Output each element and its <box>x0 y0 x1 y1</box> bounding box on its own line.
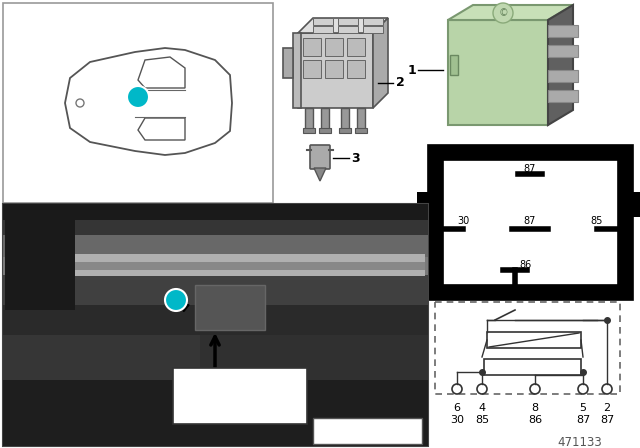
Text: 86: 86 <box>519 260 531 270</box>
Text: 3: 3 <box>351 151 359 164</box>
FancyBboxPatch shape <box>484 359 581 375</box>
FancyBboxPatch shape <box>3 204 428 239</box>
FancyBboxPatch shape <box>355 128 367 133</box>
Text: 4: 4 <box>479 403 486 413</box>
FancyBboxPatch shape <box>435 152 625 292</box>
FancyBboxPatch shape <box>487 332 581 348</box>
FancyBboxPatch shape <box>548 70 578 82</box>
FancyBboxPatch shape <box>341 108 349 130</box>
FancyBboxPatch shape <box>435 302 620 394</box>
FancyBboxPatch shape <box>321 108 329 130</box>
Circle shape <box>165 289 187 311</box>
FancyBboxPatch shape <box>173 368 307 424</box>
Text: 30: 30 <box>457 216 469 226</box>
Polygon shape <box>373 18 388 108</box>
Circle shape <box>127 86 149 108</box>
Text: X6324: X6324 <box>212 400 268 414</box>
FancyBboxPatch shape <box>5 205 75 310</box>
FancyBboxPatch shape <box>338 18 358 25</box>
FancyBboxPatch shape <box>313 418 422 444</box>
FancyBboxPatch shape <box>548 25 578 37</box>
FancyBboxPatch shape <box>625 192 640 217</box>
Text: 6: 6 <box>454 403 461 413</box>
Text: 87: 87 <box>524 164 536 174</box>
FancyBboxPatch shape <box>3 220 428 245</box>
FancyBboxPatch shape <box>3 275 428 305</box>
Text: 8: 8 <box>531 403 539 413</box>
FancyBboxPatch shape <box>305 108 313 130</box>
Text: 2: 2 <box>604 403 611 413</box>
FancyBboxPatch shape <box>293 33 301 108</box>
FancyBboxPatch shape <box>325 60 343 78</box>
Text: ©: © <box>498 8 508 18</box>
FancyBboxPatch shape <box>357 108 365 130</box>
FancyBboxPatch shape <box>548 45 578 57</box>
FancyBboxPatch shape <box>3 305 428 335</box>
FancyBboxPatch shape <box>338 26 358 33</box>
FancyBboxPatch shape <box>347 38 365 56</box>
FancyBboxPatch shape <box>3 257 428 275</box>
FancyBboxPatch shape <box>303 60 321 78</box>
FancyBboxPatch shape <box>313 18 333 25</box>
FancyBboxPatch shape <box>325 38 343 56</box>
Text: 2: 2 <box>396 77 404 90</box>
Circle shape <box>493 3 513 23</box>
Text: 1: 1 <box>408 64 417 77</box>
FancyBboxPatch shape <box>339 128 351 133</box>
Text: 471133: 471133 <box>557 435 602 448</box>
Polygon shape <box>314 168 326 181</box>
Text: 85: 85 <box>475 415 489 425</box>
FancyBboxPatch shape <box>3 335 203 380</box>
Text: 1: 1 <box>134 90 142 103</box>
Text: 87: 87 <box>576 415 590 425</box>
FancyBboxPatch shape <box>448 20 548 125</box>
Text: 5: 5 <box>579 403 586 413</box>
FancyBboxPatch shape <box>310 145 330 169</box>
Text: 85: 85 <box>591 216 603 226</box>
Text: 87: 87 <box>524 216 536 226</box>
FancyBboxPatch shape <box>298 33 373 108</box>
FancyBboxPatch shape <box>283 48 293 78</box>
FancyBboxPatch shape <box>417 192 435 217</box>
FancyBboxPatch shape <box>450 55 458 75</box>
FancyBboxPatch shape <box>303 128 315 133</box>
FancyBboxPatch shape <box>319 128 331 133</box>
FancyBboxPatch shape <box>347 60 365 78</box>
FancyBboxPatch shape <box>313 26 333 33</box>
FancyBboxPatch shape <box>363 26 383 33</box>
FancyBboxPatch shape <box>5 262 425 270</box>
Polygon shape <box>548 5 573 125</box>
Polygon shape <box>448 5 573 20</box>
Polygon shape <box>298 18 388 33</box>
Text: 1: 1 <box>172 293 180 306</box>
Text: 30: 30 <box>450 415 464 425</box>
Text: K6324: K6324 <box>212 379 268 393</box>
FancyBboxPatch shape <box>303 38 321 56</box>
Text: 110001: 110001 <box>344 425 392 438</box>
FancyBboxPatch shape <box>5 254 425 276</box>
FancyBboxPatch shape <box>3 380 428 446</box>
FancyBboxPatch shape <box>3 204 428 446</box>
FancyBboxPatch shape <box>3 235 428 257</box>
FancyBboxPatch shape <box>548 90 578 102</box>
Text: 87: 87 <box>600 415 614 425</box>
Text: 86: 86 <box>528 415 542 425</box>
FancyBboxPatch shape <box>363 18 383 25</box>
FancyBboxPatch shape <box>200 335 428 380</box>
FancyBboxPatch shape <box>195 285 265 330</box>
FancyBboxPatch shape <box>3 3 273 203</box>
